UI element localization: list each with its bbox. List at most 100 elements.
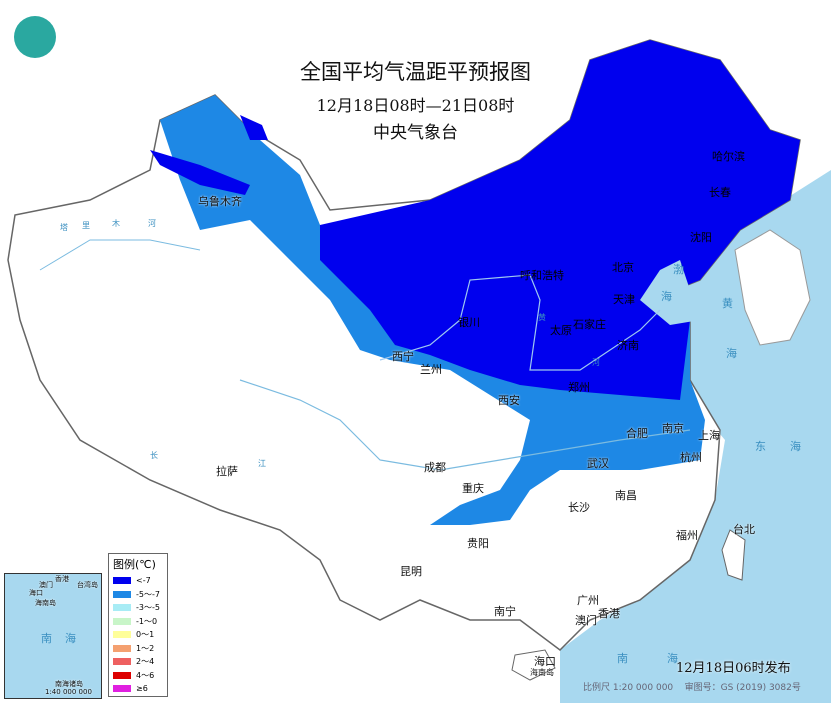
legend-label: 1～2	[136, 643, 155, 653]
legend-swatch	[113, 685, 131, 693]
forecast-period: 12月18日08时—21日08时	[316, 96, 515, 115]
sea-label: 海	[726, 347, 737, 360]
inset-label: 海南岛	[35, 599, 56, 607]
city-label: 郑州	[568, 381, 590, 394]
city-label: 福州	[676, 529, 698, 542]
city-label: 拉萨	[216, 465, 238, 478]
sea-label: 海	[790, 440, 801, 453]
korea-japan-land	[734, 229, 811, 346]
river-label: 里	[82, 221, 90, 230]
legend-swatch	[113, 590, 131, 598]
city-label: 广州	[577, 594, 599, 607]
legend-item: 4～6	[113, 669, 167, 683]
city-label: 香港	[598, 607, 620, 620]
tarim-river	[39, 239, 201, 271]
anomaly-zone-below-7	[320, 40, 800, 400]
yangtze-river	[239, 379, 691, 471]
city-label: 海南岛	[530, 668, 554, 677]
legend-swatch	[113, 671, 131, 679]
bohai-sea	[640, 260, 700, 325]
city-label: 南宁	[494, 605, 516, 618]
footer: 比例尺 1:20 000 000 审图号：GS (2019) 3082号	[583, 680, 801, 693]
river-label: 河	[592, 358, 600, 367]
river-label: 河	[148, 219, 156, 228]
city-label: 昆明	[400, 565, 422, 578]
legend-swatch	[113, 604, 131, 612]
legend-label: 2～4	[136, 657, 155, 667]
city-label: 北京	[612, 261, 634, 274]
yellow-river	[379, 274, 661, 371]
issue-time: 12月18日06时发布	[676, 661, 791, 676]
inset-label: 香港	[55, 575, 69, 583]
inset-sea-label: 南	[41, 632, 52, 645]
city-label: 杭州	[680, 451, 702, 464]
city-label: 海口	[534, 655, 556, 668]
inset-label: 南海诸岛	[55, 680, 83, 688]
legend-title: 图例(℃)	[113, 558, 156, 571]
legend-item: 0～1	[113, 628, 167, 642]
river-label: 木	[112, 219, 120, 228]
sea-label: 渤	[673, 263, 684, 276]
legend-label: -5～-7	[136, 589, 160, 599]
river-label: 江	[258, 459, 266, 468]
city-label: 长沙	[568, 501, 590, 514]
city-label: 济南	[617, 339, 639, 352]
sea-label: 海	[667, 652, 678, 665]
map-title: 全国平均气温距平预报图	[300, 60, 531, 84]
inset-label: 海口	[29, 589, 43, 597]
city-label: 西安	[498, 394, 520, 407]
legend-swatch	[113, 617, 131, 625]
approval-number: 审图号：GS (2019) 3082号	[684, 683, 801, 693]
sea-label: 东	[755, 440, 766, 453]
city-label: 长春	[709, 186, 731, 199]
city-label: 南昌	[615, 489, 637, 502]
legend-item: 2～4	[113, 655, 167, 669]
city-label: 天津	[613, 293, 635, 306]
legend-label: -3～-5	[136, 603, 160, 613]
city-label: 乌鲁木齐	[198, 195, 242, 208]
legend-swatch	[113, 644, 131, 652]
city-label: 成都	[424, 461, 446, 474]
south-china-sea-inset: 澳门 香港 台湾岛 海口 海南岛 南 海 南海诸岛 1:40 000 000	[4, 573, 102, 699]
city-label: 太原	[550, 324, 572, 337]
legend-item: -1～0	[113, 615, 167, 629]
city-label: 石家庄	[573, 318, 606, 331]
city-label: 兰州	[420, 363, 442, 376]
anomaly-zone-below-7-xinjiang	[150, 115, 268, 195]
river-label: 长	[150, 451, 158, 460]
city-label: 西宁	[392, 350, 414, 363]
logo	[14, 16, 56, 58]
city-label: 贵阳	[467, 537, 489, 550]
city-label: 武汉	[587, 457, 609, 470]
taiwan-island	[721, 529, 746, 581]
legend-swatch	[113, 631, 131, 639]
city-label: 沈阳	[690, 231, 712, 244]
city-label: 银川	[458, 316, 480, 329]
legend-label: -1～0	[136, 616, 158, 626]
legend: 图例(℃) <-7 -5～-7 -3～-5 -1～0 0～1 1～2 2～4 4～6 ≥6	[108, 553, 168, 697]
inset-scale: 1:40 000 000	[45, 688, 92, 696]
legend-label: 0～1	[136, 630, 155, 640]
city-label: 呼和浩特	[520, 269, 564, 282]
legend-swatch	[113, 577, 131, 585]
inset-label: 台湾岛	[77, 581, 98, 589]
city-label: 重庆	[462, 482, 484, 495]
legend-item: -3～-5	[113, 601, 167, 615]
city-label: 哈尔滨	[712, 150, 745, 163]
legend-item: <-7	[113, 574, 167, 588]
city-label: 上海	[698, 429, 720, 442]
legend-item: ≥6	[113, 682, 167, 696]
sea-label: 黄	[722, 297, 733, 310]
city-label: 台北	[733, 523, 755, 536]
legend-item: -5～-7	[113, 588, 167, 602]
river-label: 塔	[60, 223, 68, 232]
hainan-island	[511, 649, 556, 681]
city-label: 南京	[662, 422, 684, 435]
legend-label: <-7	[136, 576, 151, 586]
inset-label: 澳门	[39, 581, 53, 589]
legend-label: 4～6	[136, 670, 155, 680]
legend-label: ≥6	[136, 684, 148, 694]
agency: 中央气象台	[373, 123, 458, 143]
inset-sea-label: 海	[65, 632, 76, 645]
